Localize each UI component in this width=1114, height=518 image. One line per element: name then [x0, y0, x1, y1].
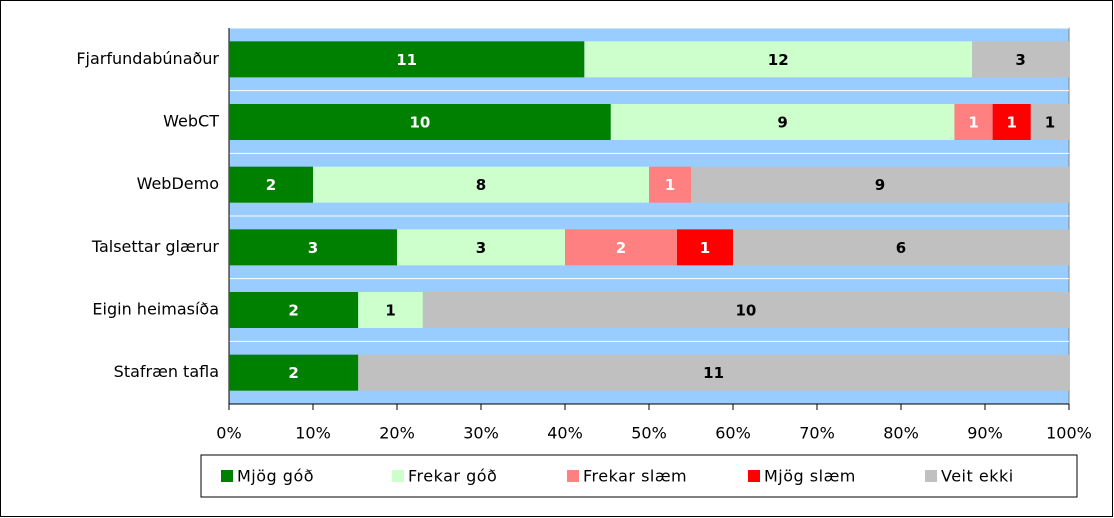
data-label: 1: [385, 302, 395, 320]
x-tick-label: 90%: [967, 424, 1003, 443]
bar-segment: [972, 41, 1069, 78]
x-tick-label: 30%: [463, 424, 499, 443]
x-tick-label: 100%: [1046, 424, 1092, 443]
x-tick-label: 40%: [547, 424, 583, 443]
bar-segment: [358, 292, 423, 328]
legend-swatch: [392, 470, 404, 482]
y-tick-label: Eigin heimasíða: [92, 300, 219, 319]
data-label: 1: [700, 239, 710, 257]
legend-label: Frekar slæm: [583, 467, 687, 486]
legend-swatch: [567, 470, 579, 482]
y-tick-label: WebDemo: [137, 174, 219, 193]
data-label: 3: [308, 239, 318, 257]
data-label: 3: [476, 239, 486, 257]
data-label: 9: [875, 176, 885, 194]
data-label: 1: [968, 114, 978, 132]
y-tick-label: Talsettar glærur: [91, 237, 220, 256]
data-label: 2: [266, 176, 276, 194]
legend-label: Mjög góð: [237, 467, 314, 486]
legend-swatch: [748, 470, 760, 482]
bar-segment: [358, 354, 1069, 391]
data-label: 2: [288, 364, 298, 382]
y-tick-label: Stafræn tafla: [114, 362, 219, 381]
bar-segment: [422, 292, 1069, 328]
bar-segment: [565, 229, 677, 266]
bar-segment: [584, 41, 973, 78]
bar-segment: [733, 229, 1069, 266]
data-label: 1: [1045, 114, 1055, 132]
data-label: 8: [476, 176, 486, 194]
data-label: 1: [1007, 114, 1017, 132]
bar-segment: [691, 166, 1069, 203]
bar-segment: [229, 229, 397, 266]
x-tick-label: 70%: [799, 424, 835, 443]
legend-label: Frekar góð: [408, 467, 497, 486]
data-label: 3: [1015, 51, 1025, 69]
bar-segment: [649, 166, 691, 203]
data-label: 6: [896, 239, 906, 257]
x-tick-label: 10%: [295, 424, 331, 443]
bar-segment: [677, 229, 733, 266]
bar-segment: [1030, 104, 1069, 140]
bar-segment: [229, 104, 611, 140]
bar-segment: [954, 104, 993, 140]
y-tick-label: WebCT: [163, 112, 219, 131]
x-tick-label: 50%: [631, 424, 667, 443]
data-label: 2: [288, 302, 298, 320]
bar-segment: [992, 104, 1031, 140]
data-label: 10: [409, 114, 430, 132]
bar-segment: [229, 41, 585, 78]
legend-swatch: [221, 470, 233, 482]
bar-segment: [610, 104, 955, 140]
data-label: 1: [665, 176, 675, 194]
bar-segment: [397, 229, 565, 266]
x-tick-label: 0%: [216, 424, 241, 443]
bar-segment: [313, 166, 649, 203]
data-label: 10: [735, 302, 756, 320]
data-label: 9: [777, 114, 787, 132]
y-tick-label: Fjarfundabúnaður: [76, 49, 219, 68]
bar-segment: [229, 166, 313, 203]
data-label: 12: [768, 51, 789, 69]
data-label: 11: [396, 51, 417, 69]
bar-segment: [229, 354, 359, 391]
legend-label: Veit ekki: [941, 467, 1014, 486]
x-tick-label: 60%: [715, 424, 751, 443]
bar-segment: [229, 292, 359, 328]
legend-swatch: [925, 470, 937, 482]
x-tick-label: 20%: [379, 424, 415, 443]
data-label: 11: [703, 364, 724, 382]
x-tick-label: 80%: [883, 424, 919, 443]
legend-label: Mjög slæm: [764, 467, 856, 486]
data-label: 2: [616, 239, 626, 257]
